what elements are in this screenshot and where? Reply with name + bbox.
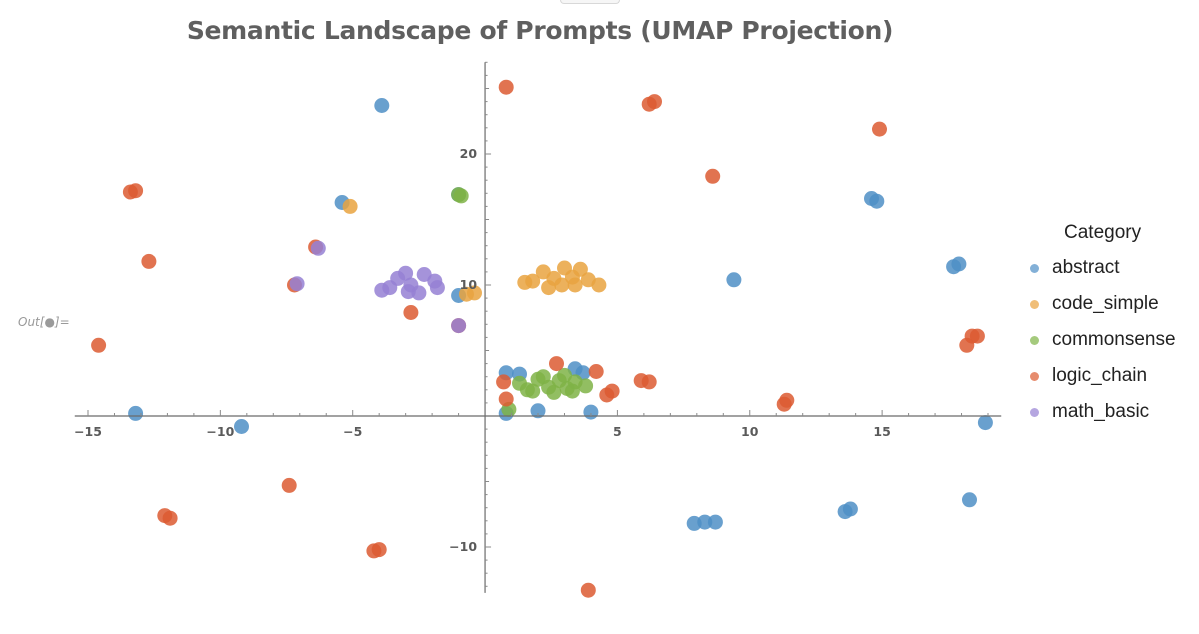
legend-label: code_simple [1052,293,1159,314]
data-point [496,374,512,390]
series-commonsense [451,187,594,417]
data-point [398,265,414,281]
data-point [641,374,657,390]
data-point [162,510,178,526]
data-point [951,256,967,272]
data-point [234,419,249,434]
data-point [371,542,387,558]
data-point [705,168,721,184]
legend-swatch [1030,299,1039,309]
data-point [726,272,742,288]
data-point [567,277,583,293]
series-math-basic [289,240,467,334]
data-point [588,364,604,379]
data-point [707,514,723,530]
x-tick-label: 5 [613,424,622,439]
data-point [530,403,546,419]
legend-label: commonsense [1052,329,1176,350]
data-point [374,282,390,298]
data-point [546,384,562,400]
legend-swatch [1030,371,1039,381]
data-point [969,328,985,344]
series-abstract [128,98,993,531]
data-point [647,94,662,110]
data-point [451,318,467,334]
legend-title: Category [1064,222,1142,243]
data-point [517,274,533,290]
scatter-plot: −15 −10 −5 5 10 15 −10 10 20 [74,61,1002,598]
legend-item-abstract: abstract [1030,250,1195,286]
data-point [564,383,580,399]
x-tick-label: −10 [206,424,234,439]
data-point [962,492,977,508]
data-point [289,276,305,292]
data-point [869,193,885,209]
chart-title-box: Semantic Landscape of Prompts (UMAP Proj… [0,16,1080,45]
data-point [842,501,858,517]
data-point [591,277,607,293]
data-point [554,277,570,293]
chart-title: Semantic Landscape of Prompts (UMAP Proj… [186,16,894,45]
data-point [467,285,482,301]
data-point [128,183,144,199]
legend-swatch [1030,335,1039,345]
data-point [977,415,993,431]
data-point [128,405,144,421]
data-point [541,280,557,296]
legend-swatch [1030,263,1039,273]
data-point [580,582,596,598]
data-point [498,79,514,95]
data-point [453,188,469,204]
x-tick-label: 10 [741,424,759,439]
axes-layer: −15 −10 −5 5 10 15 −10 10 20 [74,61,1002,593]
y-tick-label: 10 [460,277,478,292]
data-point [557,367,572,383]
data-point [697,514,713,530]
data-point [549,356,564,372]
data-point [872,121,887,137]
x-tick-label: 15 [873,424,890,439]
data-point [525,383,541,399]
legend-item-math-basic: math_basic [1030,394,1195,430]
x-tick-label: −15 [74,424,102,439]
legend-label: math_basic [1052,401,1150,422]
legend-item-commonsense: commonsense [1030,322,1195,358]
legend-item-logic-chain: logic_chain [1030,358,1195,394]
data-point [604,383,620,399]
legend-label: logic_chain [1052,365,1148,386]
x-tick-label: −5 [343,424,362,439]
data-point [779,392,795,408]
data-point [403,305,419,320]
data-point [498,391,514,407]
series-logic-chain [91,79,985,598]
data-point [578,378,594,394]
y-tick-label: 20 [460,146,478,161]
legend: Category abstract code_simple commonsense l… [1030,222,1195,430]
data-point [583,404,599,420]
legend-items: abstract code_simple commonsense logic_chai… [1030,250,1195,430]
series-code-simple [342,198,607,302]
data-point [281,477,297,493]
data-point [141,253,157,269]
data-point [342,198,358,214]
points-layer [91,79,993,598]
data-point [535,369,551,385]
data-point [411,285,427,301]
data-point [91,337,107,353]
legend-label: abstract [1052,257,1120,278]
data-point [310,240,326,256]
y-tick-label: −10 [449,539,477,554]
data-point [429,280,445,296]
legend-item-code-simple: code_simple [1030,286,1195,322]
output-cell-label: Out[●]= [18,315,70,329]
data-point [572,261,588,277]
legend-swatch [1030,407,1039,417]
data-point [374,98,390,113]
